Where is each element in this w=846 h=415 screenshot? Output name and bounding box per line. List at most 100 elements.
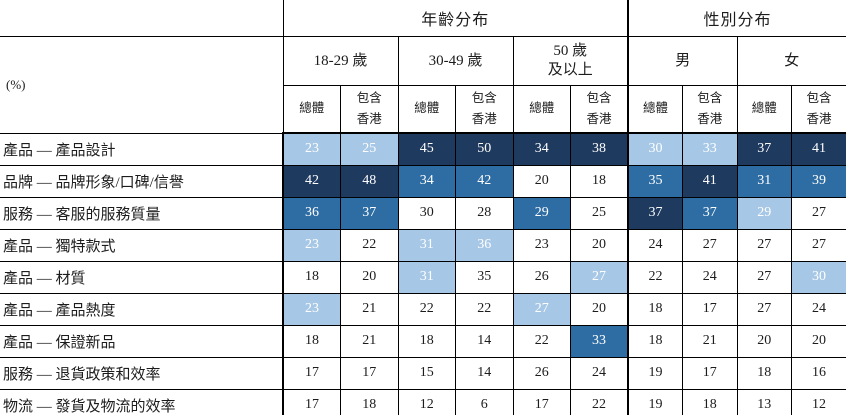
data-cell: 18 bbox=[736, 356, 793, 390]
data-cell: 14 bbox=[455, 356, 514, 390]
subgroup-header-row: (%) 18-29 歲 30-49 歲 50 歲 及以上 男 女 bbox=[0, 36, 846, 134]
data-cell: 27 bbox=[736, 260, 793, 294]
row-label: 產品 — 產品熱度 bbox=[0, 292, 284, 326]
row-label: 服務 — 客服的服務質量 bbox=[0, 196, 284, 230]
data-cell: 37 bbox=[736, 132, 793, 166]
column-header-row: 總體 包含 香港 總體 包含 香港 總體 包含 香港 總體 包含 香港 總體 包… bbox=[0, 84, 846, 135]
row-label: 產品 — 材質 bbox=[0, 260, 284, 294]
row-label: 服務 — 退貨政策和效率 bbox=[0, 356, 284, 390]
total-col-header: 總體 bbox=[282, 84, 341, 135]
row-label: 產品 — 獨特款式 bbox=[0, 228, 284, 262]
incl-hk-col-header: 包含 香港 bbox=[682, 84, 738, 135]
data-cell: 22 bbox=[340, 228, 399, 262]
data-cell: 18 bbox=[627, 324, 684, 358]
data-cell: 24 bbox=[682, 260, 738, 294]
table-row: 物流 — 發貨及物流的效率 17 18 12 6 17 22 19 18 13 12 bbox=[0, 388, 846, 415]
data-cell: 21 bbox=[340, 324, 399, 358]
data-cell: 23 bbox=[512, 228, 571, 262]
table-row: 產品 — 產品設計 23 25 45 50 34 38 30 33 37 41 bbox=[0, 132, 846, 166]
data-cell: 31 bbox=[397, 228, 456, 262]
total-col-header: 總體 bbox=[397, 84, 456, 135]
data-cell: 14 bbox=[455, 324, 514, 358]
data-cell: 31 bbox=[736, 164, 793, 198]
data-cell: 24 bbox=[570, 356, 629, 390]
data-cell: 18 bbox=[282, 324, 341, 358]
data-cell: 26 bbox=[512, 356, 571, 390]
data-cell: 48 bbox=[340, 164, 399, 198]
data-cell: 39 bbox=[791, 164, 846, 198]
data-cell: 33 bbox=[682, 132, 738, 166]
group-header-row: 年齡分布 性別分布 bbox=[0, 0, 846, 38]
data-cell: 17 bbox=[340, 356, 399, 390]
table-row: 產品 — 獨特款式 23 22 31 36 23 20 24 27 27 27 bbox=[0, 228, 846, 262]
data-cell: 37 bbox=[627, 196, 684, 230]
data-cell: 27 bbox=[791, 228, 846, 262]
data-cell: 20 bbox=[791, 324, 846, 358]
data-cell: 36 bbox=[455, 228, 514, 262]
data-cell: 19 bbox=[627, 356, 684, 390]
data-cell: 22 bbox=[570, 388, 629, 415]
incl-hk-col-header: 包含 香港 bbox=[791, 84, 846, 135]
data-cell: 31 bbox=[397, 260, 456, 294]
data-cell: 18 bbox=[627, 292, 684, 326]
data-cell: 21 bbox=[340, 292, 399, 326]
data-cell: 22 bbox=[627, 260, 684, 294]
data-cell: 42 bbox=[282, 164, 341, 198]
incl-hk-col-header: 包含 香港 bbox=[340, 84, 399, 135]
data-cell: 21 bbox=[682, 324, 738, 358]
table-row: 產品 — 保證新品 18 21 18 14 22 33 18 21 20 20 bbox=[0, 324, 846, 358]
data-cell: 17 bbox=[682, 356, 738, 390]
data-cell: 38 bbox=[570, 132, 629, 166]
data-cell: 41 bbox=[791, 132, 846, 166]
data-cell: 12 bbox=[397, 388, 456, 415]
table-body: 產品 — 產品設計 23 25 45 50 34 38 30 33 37 41 品牌 — 品牌形象/口… bbox=[0, 132, 846, 415]
data-cell: 37 bbox=[682, 196, 738, 230]
total-col-header: 總體 bbox=[736, 84, 793, 135]
data-cell: 22 bbox=[512, 324, 571, 358]
data-cell: 12 bbox=[791, 388, 846, 415]
row-label: 物流 — 發貨及物流的效率 bbox=[0, 388, 284, 415]
data-cell: 23 bbox=[282, 292, 341, 326]
percent-unit-label: (%) bbox=[0, 36, 284, 134]
data-cell: 42 bbox=[455, 164, 514, 198]
data-cell: 22 bbox=[455, 292, 514, 326]
data-cell: 45 bbox=[397, 132, 456, 166]
data-cell: 29 bbox=[512, 196, 571, 230]
data-cell: 22 bbox=[397, 292, 456, 326]
data-cell: 20 bbox=[340, 260, 399, 294]
data-cell: 17 bbox=[512, 388, 571, 415]
data-cell: 18 bbox=[340, 388, 399, 415]
data-cell: 15 bbox=[397, 356, 456, 390]
data-cell: 16 bbox=[791, 356, 846, 390]
data-cell: 17 bbox=[282, 388, 341, 415]
row-label: 產品 — 保證新品 bbox=[0, 324, 284, 358]
data-cell: 17 bbox=[282, 356, 341, 390]
data-cell: 28 bbox=[455, 196, 514, 230]
data-cell: 24 bbox=[627, 228, 684, 262]
row-label: 產品 — 產品設計 bbox=[0, 132, 284, 166]
data-cell: 27 bbox=[736, 228, 793, 262]
data-cell: 20 bbox=[736, 324, 793, 358]
data-cell: 18 bbox=[570, 164, 629, 198]
data-cell: 13 bbox=[736, 388, 793, 415]
table-row: 產品 — 材質 18 20 31 35 26 27 22 24 27 30 bbox=[0, 260, 846, 294]
data-cell: 27 bbox=[570, 260, 629, 294]
data-cell: 35 bbox=[627, 164, 684, 198]
table-row: 品牌 — 品牌形象/口碑/信譽 42 48 34 42 20 18 35 41 31 39 bbox=[0, 164, 846, 198]
total-col-header: 總體 bbox=[512, 84, 571, 135]
data-cell: 17 bbox=[682, 292, 738, 326]
data-cell: 34 bbox=[397, 164, 456, 198]
age-50-plus-header: 50 歲 及以上 bbox=[512, 36, 629, 86]
table-row: 服務 — 客服的服務質量 36 37 30 28 29 25 37 37 29 27 bbox=[0, 196, 846, 230]
data-cell: 20 bbox=[570, 228, 629, 262]
age-distribution-header: 年齡分布 bbox=[282, 0, 629, 38]
data-cell: 33 bbox=[570, 324, 629, 358]
age-30-49-header: 30-49 歲 bbox=[397, 36, 514, 86]
data-cell: 27 bbox=[512, 292, 571, 326]
data-cell: 20 bbox=[512, 164, 571, 198]
data-cell: 29 bbox=[736, 196, 793, 230]
data-cell: 18 bbox=[397, 324, 456, 358]
data-cell: 27 bbox=[682, 228, 738, 262]
data-cell: 50 bbox=[455, 132, 514, 166]
data-cell: 27 bbox=[736, 292, 793, 326]
